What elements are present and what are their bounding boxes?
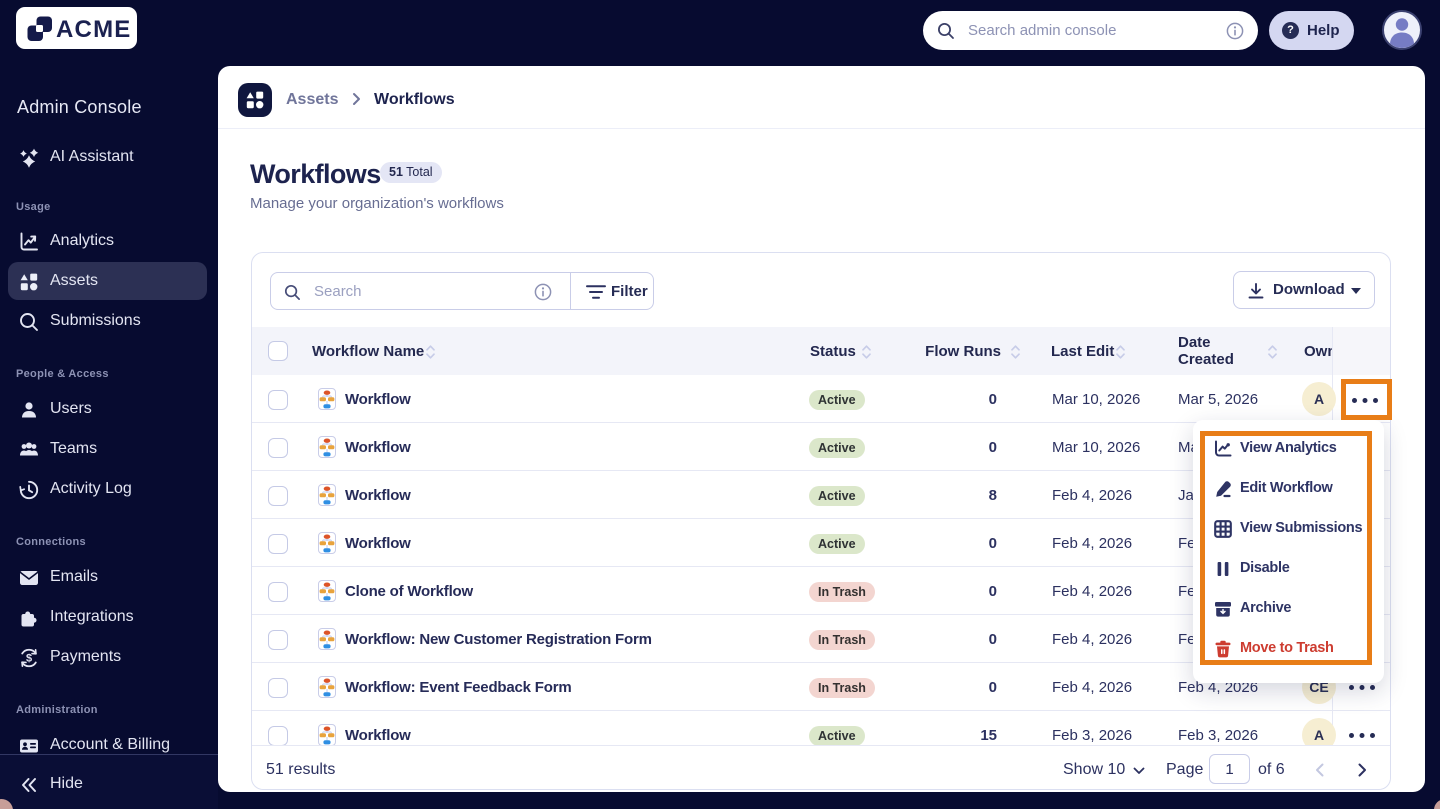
svg-text:$: $ bbox=[26, 653, 32, 665]
